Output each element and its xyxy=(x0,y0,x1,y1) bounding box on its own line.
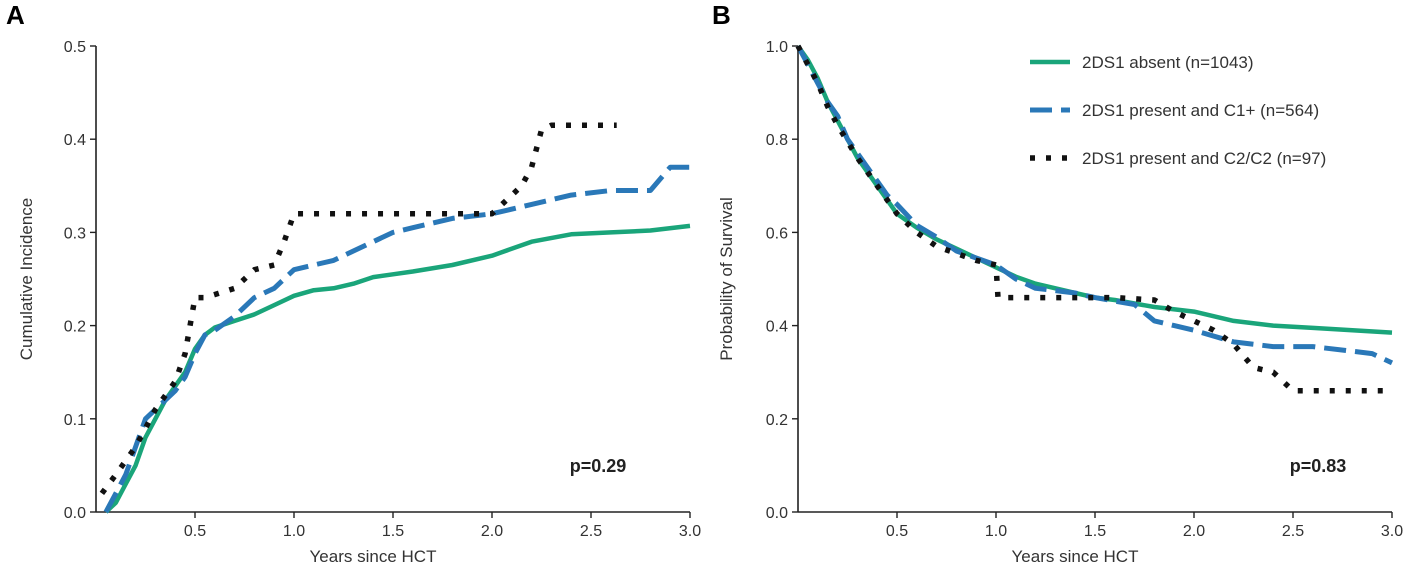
legend: 2DS1 absent (n=1043) 2DS1 present and C1+… xyxy=(1030,53,1326,168)
panel-b-y-tick-label: 0.8 xyxy=(766,132,788,149)
panel-b-letter: B xyxy=(712,0,731,30)
panel-b-y-axis-title: Probability of Survival xyxy=(717,197,736,360)
panel-b-x-tick-label: 3.0 xyxy=(1381,523,1403,540)
panel-b-x-tick-label: 0.5 xyxy=(886,523,908,540)
panel-a-y-tick-label: 0.2 xyxy=(64,319,86,336)
panel-a-x-axis-title: Years since HCT xyxy=(310,547,437,566)
panel-a-x-tick-label: 1.5 xyxy=(382,523,404,540)
panel-a-x-tick-label: 0.5 xyxy=(184,523,206,540)
panel-b-x-tick-label: 2.5 xyxy=(1282,523,1304,540)
panel-b-x-tick-label: 1.5 xyxy=(1084,523,1106,540)
panel-b-y-tick-label: 1.0 xyxy=(766,39,788,56)
panel-a-series-solid-line xyxy=(104,223,691,514)
panel-b-y-tick-label: 0.0 xyxy=(766,505,788,522)
panel-b-y-tick-label: 0.6 xyxy=(766,225,788,242)
panel-a-y-tick-label: 0.5 xyxy=(64,39,86,56)
panel-a-y-tick-label: 0.4 xyxy=(64,132,86,149)
legend-entry-label: 2DS1 absent (n=1043) xyxy=(1082,53,1254,72)
panel-a-p-value: p=0.29 xyxy=(570,456,627,476)
panel-a-x-tick-label: 1.0 xyxy=(283,523,305,540)
legend-entry-label: 2DS1 present and C2/C2 (n=97) xyxy=(1082,149,1326,168)
panel-a-x-tick-label: 3.0 xyxy=(679,523,701,540)
panel-b-x-axis-title: Years since HCT xyxy=(1012,547,1139,566)
panel-b-p-value: p=0.83 xyxy=(1290,456,1347,476)
panel-a-y-axis-title: Cumulative Incidence xyxy=(17,198,36,361)
panel-a-y-tick-label: 0.1 xyxy=(64,412,86,429)
panel-b-series-dotted-line xyxy=(795,44,1392,394)
panel-b-y-tick-label: 0.4 xyxy=(766,319,788,336)
panel-a-x-tick-label: 2.0 xyxy=(481,523,503,540)
panel-a-series-dotted-line xyxy=(99,122,617,496)
panel-b-chart: 0.0 0.2 0.4 0.6 0.8 1.0 0.5 1.0 1.5 2.0 2.5 3.0 Year… xyxy=(717,39,1403,566)
panel-b-series-solid-line xyxy=(796,44,1393,335)
panel-a-letter: A xyxy=(6,0,25,30)
legend-entry-label: 2DS1 present and C1+ (n=564) xyxy=(1082,101,1319,120)
panel-a-y-tick-label: 0.3 xyxy=(64,225,86,242)
panel-b-x-tick-label: 1.0 xyxy=(985,523,1007,540)
panel-b-series-dashed-line xyxy=(795,44,1394,366)
panel-b-y-tick-label: 0.2 xyxy=(766,412,788,429)
panel-a-chart: 0.0 0.1 0.2 0.3 0.4 0.5 0.5 1.0 1.5 2.0 2.5 3.0 Year… xyxy=(17,39,701,566)
panel-b-x-tick-label: 2.0 xyxy=(1183,523,1205,540)
panel-a-y-tick-label: 0.0 xyxy=(64,505,86,522)
panel-a-x-tick-label: 2.5 xyxy=(580,523,602,540)
